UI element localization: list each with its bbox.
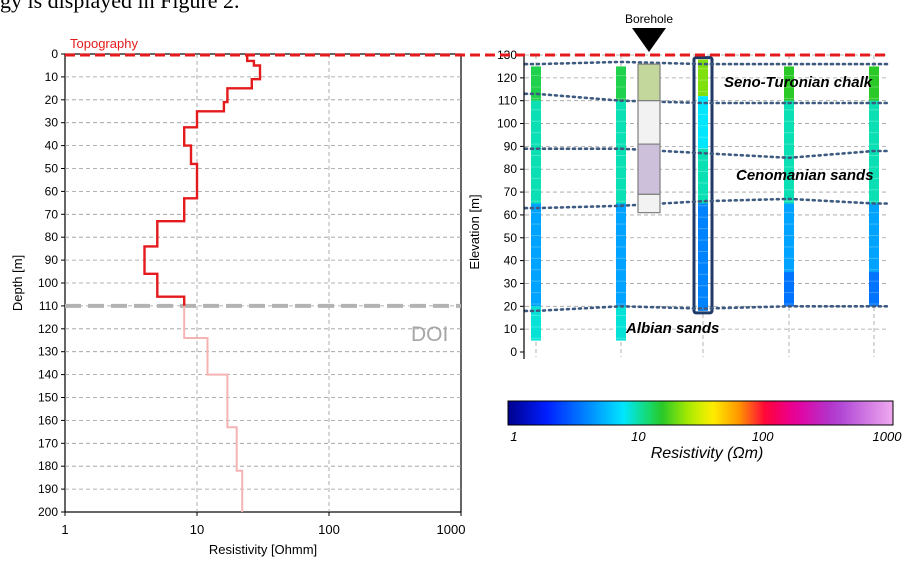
depth-tick-label: 120: [38, 322, 58, 336]
elevation-tick-label: 40: [504, 254, 518, 268]
colorbar-label: Resistivity (Ωm): [651, 445, 764, 462]
elevation-tick-label: 10: [504, 322, 518, 336]
depth-tick-label: 140: [38, 368, 58, 382]
resistivity-column-segment: [784, 203, 794, 273]
resistivity-tick-label: 1: [61, 522, 68, 537]
resistivity-column-segment: [784, 100, 794, 204]
depth-tick-label: 40: [45, 139, 59, 153]
depth-tick-label: 80: [45, 230, 59, 244]
resistivity-column-segment: [616, 306, 626, 341]
resistivity-tick-label: 10: [190, 522, 204, 537]
colorbar-tick-label: 10: [631, 429, 646, 444]
resistivity-column-segment: [784, 66, 794, 101]
depth-tick-label: 20: [45, 93, 59, 107]
depth-tick-label: 110: [39, 299, 58, 313]
page-caption-fragment: gy is displayed in Figure 2.: [0, 0, 240, 13]
resistivity-colorbar: 1 10 100 1000: [507, 400, 903, 444]
depth-tick-label: 150: [38, 391, 58, 405]
unit-label-chalk: Seno-Turonian chalk: [724, 74, 873, 91]
resistivity-column-segment: [616, 66, 626, 101]
borehole-log: [637, 63, 661, 214]
left-x-axis-label: Resistivity [Ohmm]: [209, 542, 317, 557]
resistivity-column-segment: [531, 100, 541, 204]
colorbar-tick-label: 100: [752, 429, 774, 444]
depth-tick-label: 180: [38, 459, 58, 473]
layer-boundary-line: [523, 147, 890, 160]
resistivity-tick-labels: 1 10 100 1000: [61, 512, 465, 537]
resistivity-column-segment: [698, 203, 708, 311]
layer-boundary-line: [523, 197, 890, 210]
resistivity-tick-label: 100: [318, 522, 340, 537]
depth-tick-label: 130: [38, 345, 58, 359]
depth-tick-label: 10: [45, 70, 59, 84]
elevation-tick-label: 70: [504, 185, 518, 199]
elevation-tick-label: 80: [504, 162, 518, 176]
borehole-marker-icon: [632, 28, 666, 52]
depth-tick-label: 60: [45, 184, 59, 198]
colorbar-tick-label: 1: [510, 429, 517, 444]
resistivity-column-segment: [531, 203, 541, 307]
unit-label-cenomanian: Cenomanian sands: [736, 167, 874, 184]
resistivity-column-segment: [869, 66, 879, 101]
resistivity-tick-label: 1000: [437, 522, 466, 537]
colorbar-gradient: [507, 400, 894, 426]
elevation-tick-label: 30: [504, 276, 518, 290]
resistivity-profile: [65, 54, 461, 512]
elevation-tick-label: 120: [497, 71, 517, 85]
elevation-tick-label: 60: [504, 208, 518, 222]
borehole-log-interval: [637, 63, 661, 102]
profile-below-doi: [183, 305, 244, 512]
depth-tick-label: 30: [45, 116, 59, 130]
resistivity-column-segment: [869, 272, 879, 307]
left-y-axis-label: Depth [m]: [10, 255, 25, 311]
elevation-tick-label: 100: [497, 117, 517, 131]
depth-tick-label: 90: [45, 253, 59, 267]
borehole-log-interval: [637, 193, 661, 214]
elevation-tick-label: 0: [510, 345, 517, 359]
depth-tick-label: 170: [38, 436, 58, 450]
resistivity-columns: [531, 56, 879, 341]
borehole-column-outline: [692, 56, 714, 315]
resistivity-column-segment: [616, 100, 626, 204]
depth-tick-label: 200: [38, 505, 58, 519]
elevation-tick-label: 90: [504, 139, 518, 153]
borehole-label: Borehole: [625, 12, 673, 26]
topography-label: Topography: [70, 36, 138, 51]
profile-above-doi: [143, 54, 262, 306]
resistivity-column-segment: [784, 272, 794, 307]
resistivity-column-segment: [698, 148, 708, 204]
depth-tick-label: 190: [38, 482, 58, 496]
resistivity-column-segment: [698, 59, 708, 97]
depth-tick-labels: 0 10 20 30 40 50 60 70 80 90 100 110 120 130 140 150 160…: [38, 47, 65, 519]
doi-label: DOI: [411, 323, 448, 346]
borehole-log-interval: [637, 143, 661, 195]
left-grid: [65, 54, 461, 512]
depth-tick-label: 160: [38, 413, 58, 427]
layer-boundary-line: [523, 92, 890, 105]
layer-boundary-line: [523, 60, 890, 66]
depth-resistivity-chart: 0102030405060708090100110120130140150160…: [10, 36, 465, 557]
elevation-tick-label: 20: [504, 299, 518, 313]
elevation-tick-label: 50: [504, 231, 518, 245]
elevation-tick-label: 110: [498, 94, 517, 108]
unit-label-albian: Albian sands: [625, 320, 719, 337]
depth-tick-label: 100: [38, 276, 58, 290]
resistivity-column-segment: [616, 203, 626, 307]
colorbar-tick-label: 1000: [873, 429, 903, 444]
depth-tick-label: 0: [51, 47, 58, 61]
depth-tick-label: 70: [45, 207, 59, 221]
borehole-log-interval: [637, 100, 661, 145]
layer-boundary-line: [523, 304, 890, 313]
resistivity-column-segment: [531, 306, 541, 341]
layer-boundaries: [523, 60, 890, 313]
resistivity-column-segment: [869, 203, 879, 273]
depth-tick-label: 50: [45, 162, 59, 176]
right-y-axis-label: Elevation [m]: [467, 194, 482, 269]
resistivity-column-segment: [531, 66, 541, 101]
resistivity-column-segment: [698, 96, 708, 149]
